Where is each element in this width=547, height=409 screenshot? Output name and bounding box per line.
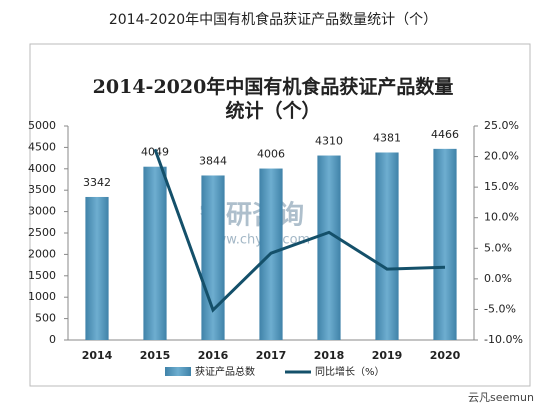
y2-tick-label: -10.0% bbox=[484, 333, 523, 346]
y2-tick-label: 25.0% bbox=[484, 119, 519, 132]
page-title: 2014-2020年中国有机食品获证产品数量统计（个） bbox=[109, 11, 437, 28]
y-tick-label: 3500 bbox=[28, 183, 56, 196]
credit: 云凡seemun bbox=[468, 391, 534, 404]
bar bbox=[433, 148, 457, 340]
data-label: 4381 bbox=[373, 131, 401, 144]
y-tick-label: 500 bbox=[35, 312, 56, 325]
legend-label: 获证产品总数 bbox=[195, 365, 255, 378]
y-tick-label: 0 bbox=[49, 333, 56, 346]
y-tick-label: 4500 bbox=[28, 140, 56, 153]
y-tick-label: 1500 bbox=[28, 269, 56, 282]
data-label: 3342 bbox=[83, 176, 111, 189]
y-tick-label: 3000 bbox=[28, 205, 56, 218]
y2-tick-label: 10.0% bbox=[484, 211, 519, 224]
y2-tick-label: -5.0% bbox=[484, 302, 516, 315]
y2-tick-label: 15.0% bbox=[484, 180, 519, 193]
x-tick-label: 2014 bbox=[82, 349, 113, 362]
data-label: 4466 bbox=[431, 128, 459, 141]
watermark: www.chyxx.com bbox=[205, 233, 310, 248]
chart-frame bbox=[29, 43, 531, 387]
y2-tick-label: 20.0% bbox=[484, 150, 519, 163]
y-tick-label: 1000 bbox=[28, 290, 56, 303]
bar bbox=[85, 196, 109, 340]
y-tick-label: 5000 bbox=[28, 119, 56, 132]
y2-tick-label: 5.0% bbox=[484, 241, 512, 254]
x-tick-label: 2018 bbox=[314, 349, 345, 362]
data-label: 4310 bbox=[315, 135, 343, 148]
chart-title: 2014-2020年中国有机食品获证产品数量 bbox=[93, 75, 454, 98]
y2-tick-label: 0.0% bbox=[484, 272, 512, 285]
bar bbox=[375, 152, 399, 340]
legend-swatch bbox=[165, 367, 191, 376]
legend-label: 同比增长（%） bbox=[315, 365, 385, 378]
data-label: 3844 bbox=[199, 154, 227, 167]
growth-line bbox=[153, 148, 446, 313]
y-tick-label: 2500 bbox=[28, 226, 56, 239]
x-tick-label: 2016 bbox=[198, 349, 229, 362]
bar bbox=[317, 155, 341, 340]
x-tick-label: 2015 bbox=[140, 349, 171, 362]
bar bbox=[143, 166, 167, 340]
x-tick-label: 2020 bbox=[430, 349, 461, 362]
x-tick-label: 2019 bbox=[372, 349, 403, 362]
bar bbox=[201, 175, 225, 340]
x-tick-label: 2017 bbox=[256, 349, 287, 362]
y-tick-label: 4000 bbox=[28, 162, 56, 175]
chart-title: 统计（个） bbox=[225, 99, 320, 122]
y-tick-label: 2000 bbox=[28, 247, 56, 260]
data-label: 4006 bbox=[257, 148, 285, 161]
